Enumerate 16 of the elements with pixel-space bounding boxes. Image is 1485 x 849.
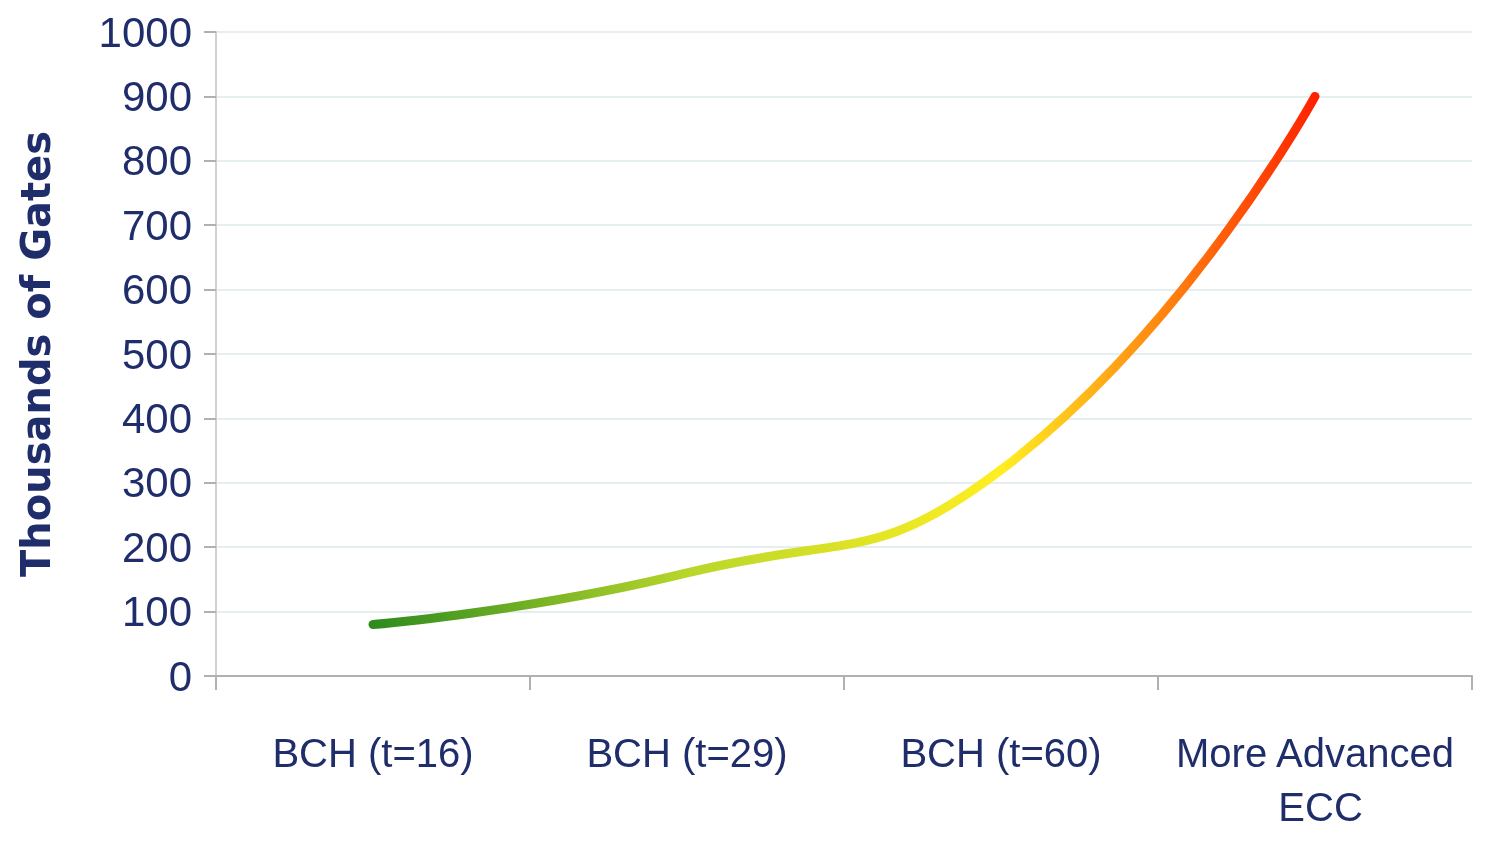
x-tick-label: More Advanced ECC	[1176, 731, 1454, 829]
x-tick-label: BCH (t=16)	[272, 731, 474, 775]
y-tick-label: 1000	[98, 8, 192, 56]
y-tick-label: 400	[121, 394, 192, 442]
y-axis-title: Thousands of Gates	[13, 130, 59, 578]
x-tick-label: BCH (t=60)	[900, 731, 1102, 775]
y-tick-label: 200	[121, 523, 192, 571]
y-tick-label: 500	[121, 330, 192, 378]
y-tick-label: 600	[121, 266, 192, 314]
y-tick-label: 100	[121, 588, 192, 636]
y-tick-label: 300	[121, 459, 192, 507]
y-tick-label: 900	[121, 72, 192, 120]
x-tick-label: BCH (t=29)	[586, 731, 788, 775]
y-tick-label: 800	[121, 137, 192, 185]
y-tick-label: 700	[121, 201, 192, 249]
y-tick-label: 0	[168, 652, 192, 700]
